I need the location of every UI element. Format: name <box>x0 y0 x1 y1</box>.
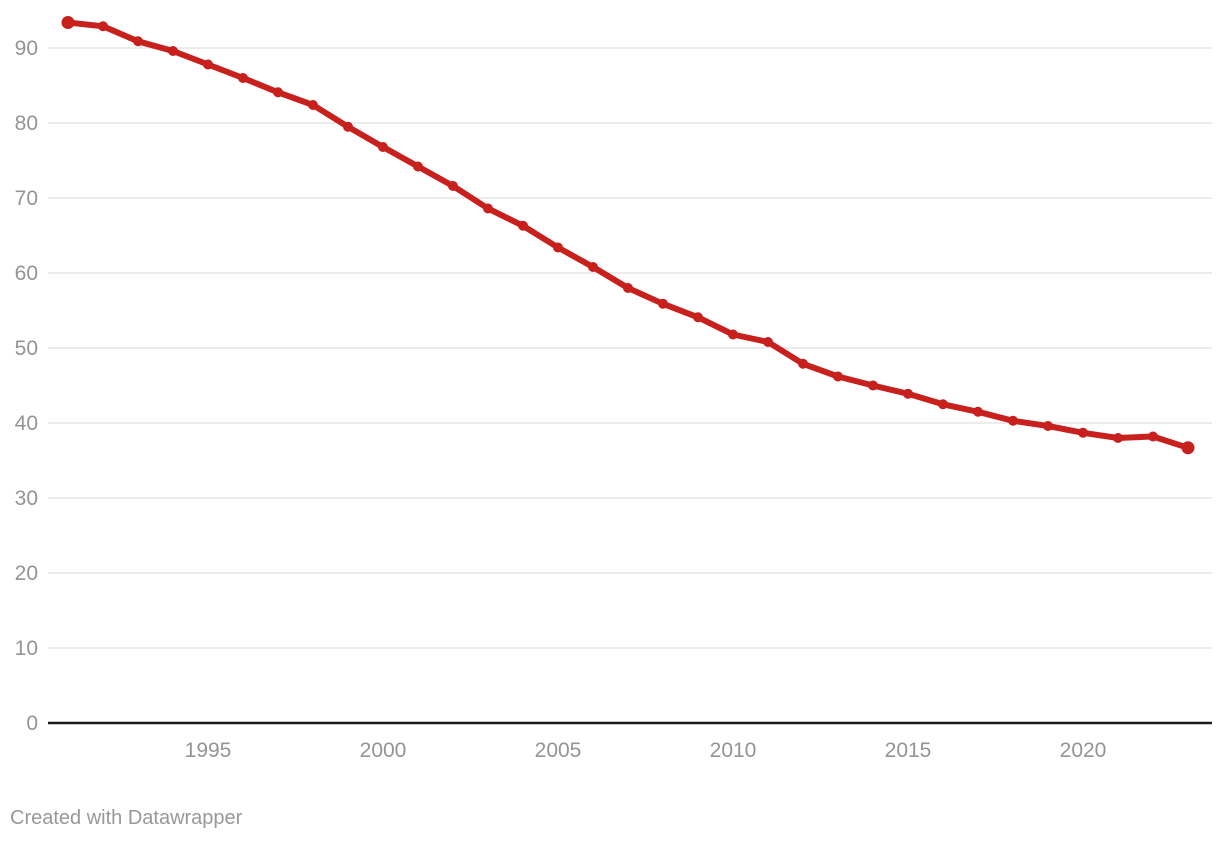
data-point-2023 <box>1181 441 1195 455</box>
data-point-1999 <box>343 121 353 132</box>
line-chart: 0 10 20 30 40 50 60 70 80 90 1995 2000 2005 2010 2015 2… <box>15 16 1212 762</box>
data-point-2012 <box>798 358 808 369</box>
data-point-1996 <box>238 73 248 83</box>
data-point-2017 <box>973 406 983 417</box>
chart-canvas: 0 10 20 30 40 50 60 70 80 90 1995 2000 2005 2010 2015 2… <box>15 16 1212 762</box>
data-point-1995 <box>203 59 213 70</box>
data-point-2004 <box>518 220 528 231</box>
x-tick-label-2010: 2010 <box>710 739 757 762</box>
data-point-2018 <box>1008 415 1018 426</box>
attribution-text: Created with Datawrapper <box>10 807 243 829</box>
x-tick-label-2020: 2020 <box>1060 739 1107 762</box>
data-point-2021 <box>1113 433 1123 443</box>
data-point-2022 <box>1148 431 1158 442</box>
data-point-2020 <box>1078 427 1088 438</box>
data-point-1993 <box>133 36 143 47</box>
x-tick-label-2005: 2005 <box>535 739 582 762</box>
data-point-2006 <box>588 262 598 272</box>
data-point-2002 <box>448 181 458 191</box>
data-point-2011 <box>763 337 773 347</box>
x-tick-label-2015: 2015 <box>885 739 932 762</box>
data-point-2008 <box>658 298 668 309</box>
data-line <box>65 19 1191 451</box>
data-point-2009 <box>693 312 703 323</box>
data-point-2014 <box>868 380 878 391</box>
y-tick-label-10: 10 <box>15 637 38 660</box>
y-tick-label-80: 80 <box>15 112 38 135</box>
attribution: Created with Datawrapper <box>10 806 242 830</box>
data-point-2003 <box>483 203 493 214</box>
data-point-2007 <box>623 283 633 293</box>
data-point-1997 <box>273 87 283 98</box>
data-point-2001 <box>413 161 423 172</box>
data-point-1994 <box>168 46 178 56</box>
y-tick-label-40: 40 <box>15 412 38 435</box>
y-tick-label-90: 90 <box>15 37 38 60</box>
data-point-2015 <box>903 388 913 399</box>
data-point-2013 <box>833 371 843 382</box>
x-tick-label-1995: 1995 <box>185 739 232 762</box>
y-tick-label-30: 30 <box>15 487 38 510</box>
data-point-2016 <box>938 399 948 410</box>
data-point-2005 <box>553 242 563 253</box>
data-point-2000 <box>378 142 388 152</box>
y-tick-label-60: 60 <box>15 262 38 285</box>
y-tick-label-20: 20 <box>15 562 38 585</box>
data-point-1992 <box>98 21 108 32</box>
data-point-1998 <box>308 100 318 110</box>
y-tick-label-70: 70 <box>15 187 38 210</box>
data-point-2010 <box>728 329 738 340</box>
y-tick-label-0: 0 <box>26 712 38 735</box>
data-point-1991 <box>61 16 75 29</box>
x-tick-label-2000: 2000 <box>360 739 407 762</box>
data-point-2019 <box>1043 421 1053 431</box>
y-tick-label-50: 50 <box>15 337 38 360</box>
